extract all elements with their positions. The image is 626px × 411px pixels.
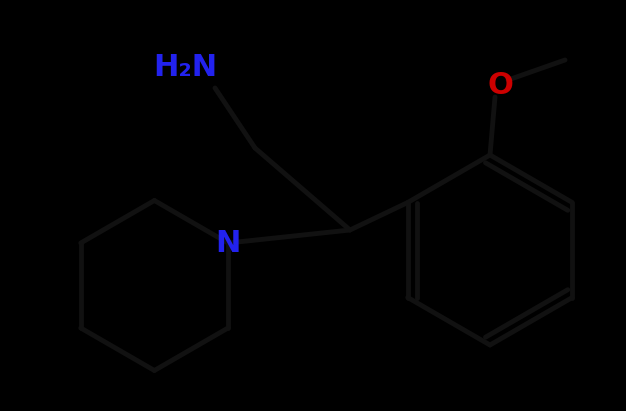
- Text: O: O: [487, 71, 513, 99]
- Text: N: N: [215, 229, 240, 258]
- Text: H₂N: H₂N: [153, 53, 217, 83]
